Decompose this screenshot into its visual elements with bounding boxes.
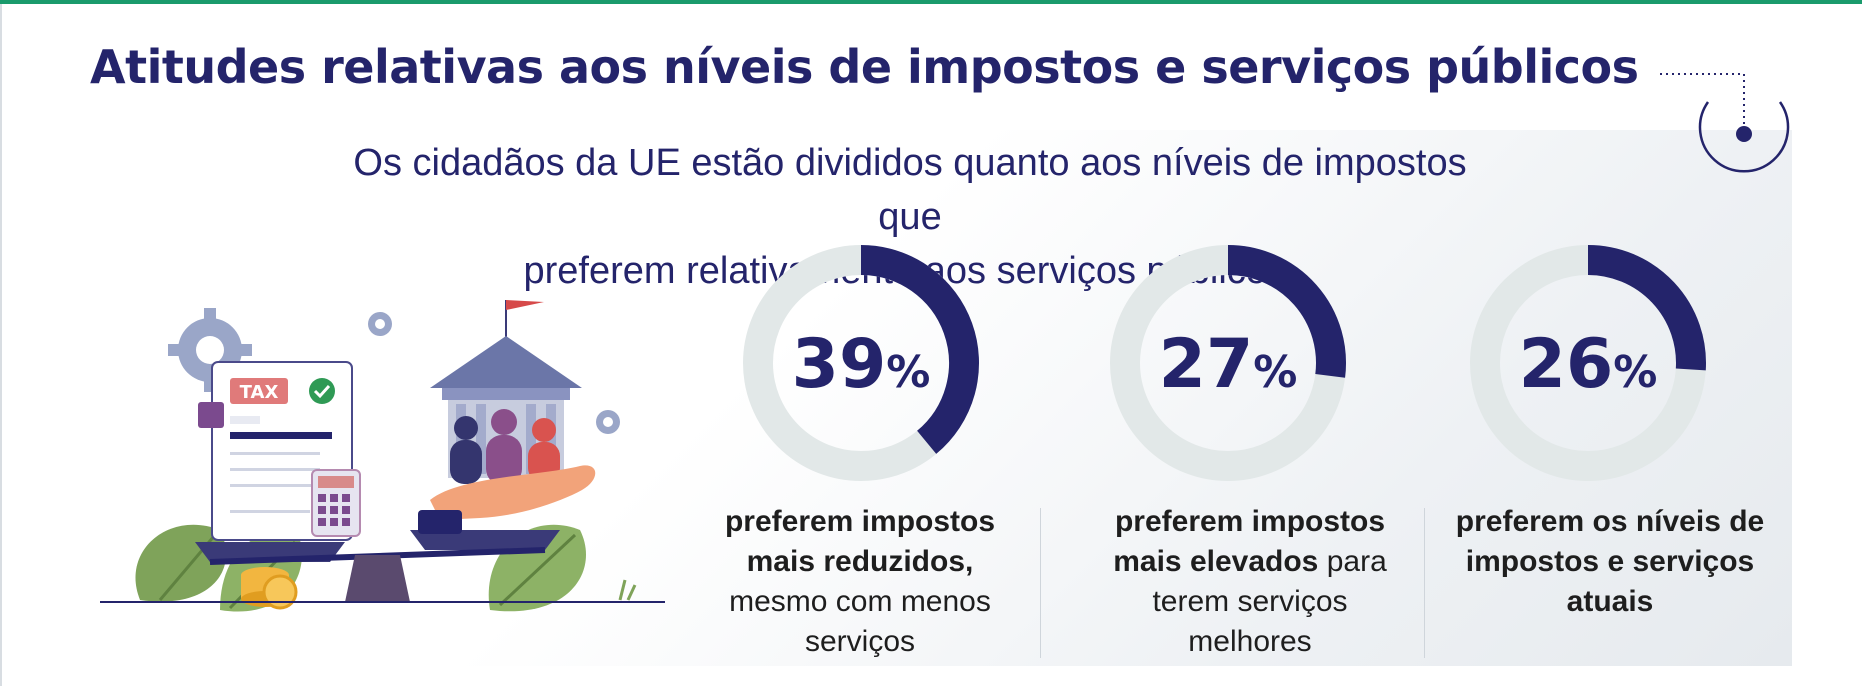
tax-label: TAX [240,382,279,403]
caption-2-regular: para terem serviços melhores [1152,545,1387,658]
donut-value-label: 26% [1519,325,1658,404]
donut-1: 39% [743,245,979,481]
hand-icon [418,465,596,534]
donut-value-arc [1227,245,1346,378]
divider [1424,508,1425,658]
donut-2: 27% [1110,245,1346,481]
decorative-pin-icon [1660,73,1790,173]
caption-1-bold: preferem impostos mais reduzidos, [724,505,996,578]
calculator-icon [311,469,361,537]
donut-value-arc [860,245,979,454]
donut-value-label: 27% [1159,325,1298,404]
left-edge [0,4,2,686]
family-icon [450,409,560,485]
donut-3: 26% [1470,245,1706,481]
caption-3-bold: preferem os níveis de impostos e serviço… [1455,505,1765,618]
top-accent-bar [0,0,1862,4]
caption-2-bold: preferem impostos mais elevados [1113,505,1386,578]
caption-1: preferem impostos mais reduzidos, mesmo … [700,502,1020,662]
donut-value-arc [1587,245,1706,371]
small-gear-icon [368,312,620,434]
tax-scale-illustration: TAX [100,300,665,612]
subtitle-line-1: Os cidadãos da UE estão divididos quanto… [353,142,1467,238]
donut-value-label: 39% [792,325,931,404]
caption-2: preferem impostos mais elevados para ter… [1090,502,1410,662]
balance-scale-icon [195,530,560,602]
page-title: Atitudes relativas aos níveis de imposto… [90,40,1639,94]
caption-1-regular: mesmo com menos serviços [729,585,991,658]
divider [1040,508,1041,658]
caption-3: preferem os níveis de impostos e serviço… [1450,502,1770,622]
